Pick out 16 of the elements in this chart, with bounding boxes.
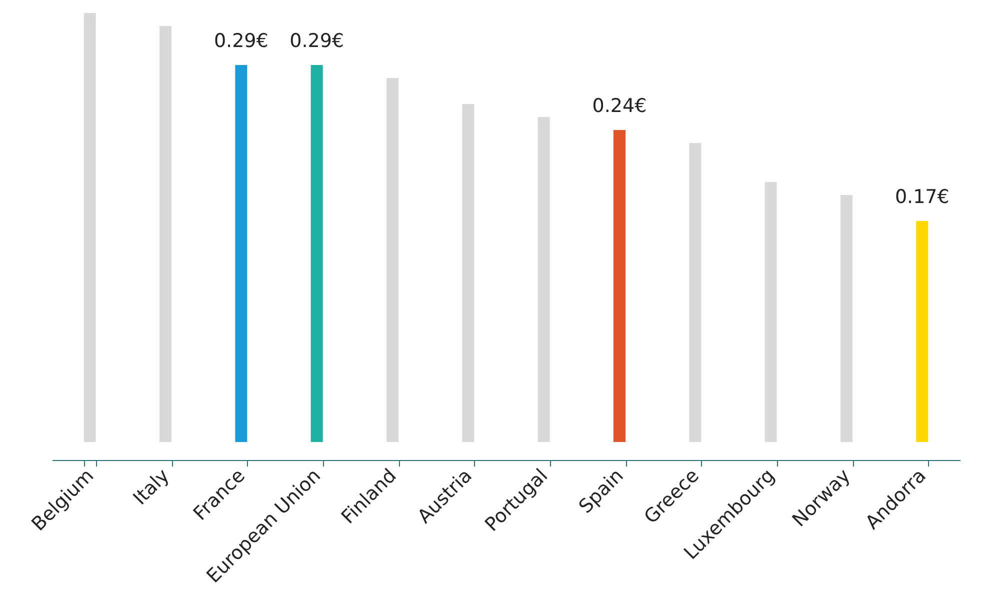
bar: [462, 104, 474, 442]
bar: [840, 195, 852, 442]
bar: [235, 65, 248, 442]
data-label: 0.24€: [592, 95, 647, 117]
bar: [160, 26, 172, 442]
bar: [84, 13, 96, 442]
data-label: 0.17€: [894, 186, 950, 208]
bar: [614, 130, 626, 442]
bar: [538, 117, 550, 442]
bar: [386, 78, 398, 442]
bar: [689, 143, 702, 442]
bar: [310, 65, 323, 442]
bar: [764, 182, 777, 442]
data-label: 0.29€: [290, 30, 344, 52]
data-label: 0.29€: [214, 30, 268, 52]
bar: [916, 221, 928, 442]
